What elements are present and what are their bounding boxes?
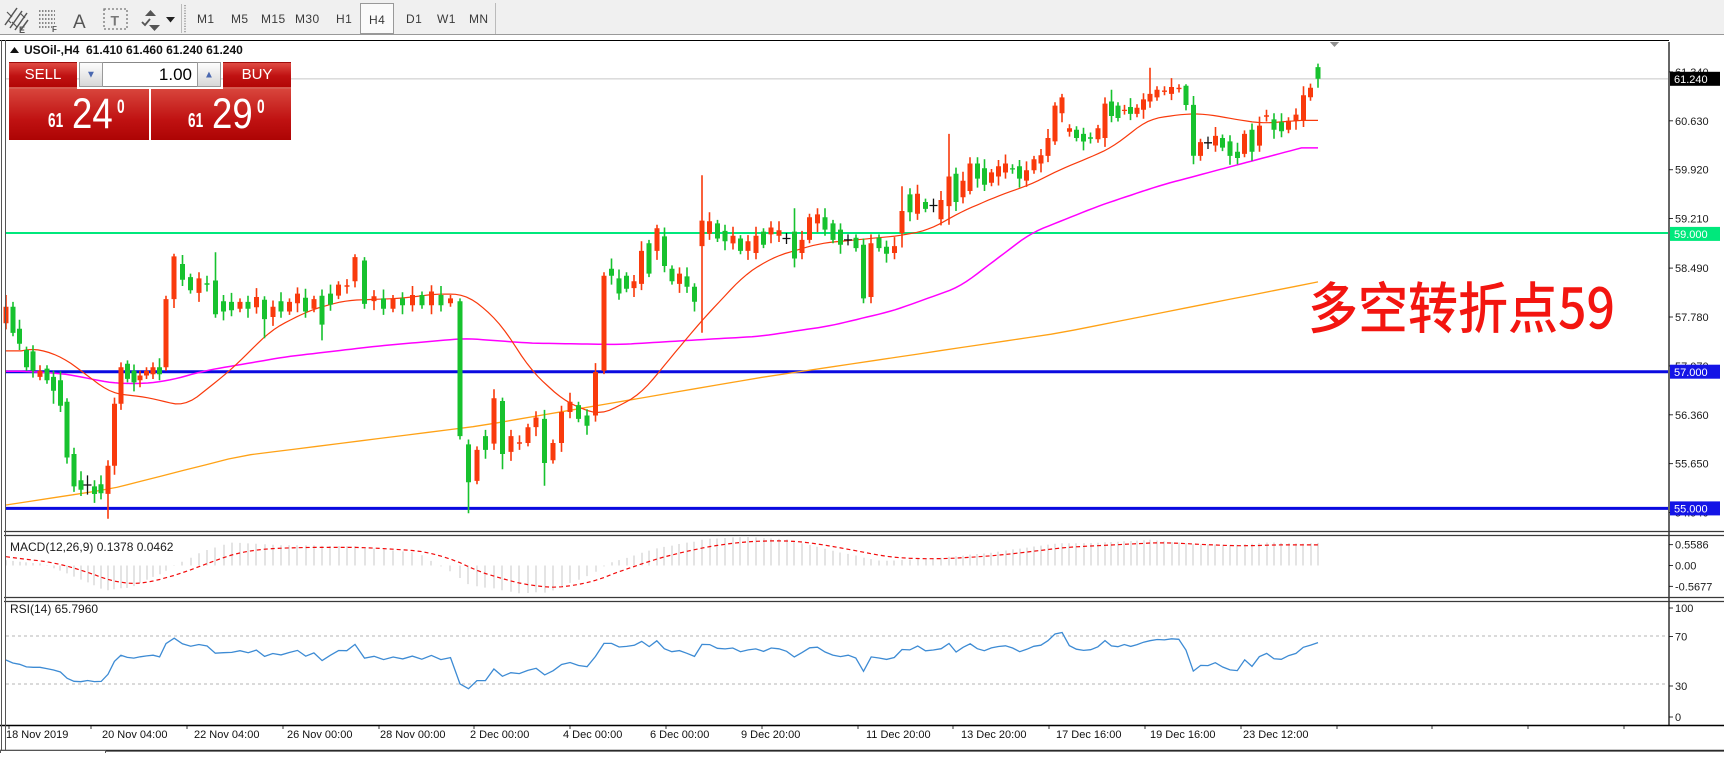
svg-text:A: A <box>73 12 86 33</box>
svg-text:-0.5677: -0.5677 <box>1675 581 1712 593</box>
svg-text:57.000: 57.000 <box>1674 367 1708 379</box>
svg-text:USOil-,H4 61.410 61.460 61.24: USOil-,H4 61.410 61.460 61.240 61.240 <box>24 43 243 57</box>
svg-text:100: 100 <box>1675 603 1693 615</box>
svg-text:MACD(12,26,9) 0.1378 0.0462: MACD(12,26,9) 0.1378 0.0462 <box>10 540 174 554</box>
svg-text:19 Dec 16:00: 19 Dec 16:00 <box>1150 729 1215 741</box>
svg-text:28 Nov 00:00: 28 Nov 00:00 <box>380 729 445 741</box>
svg-text:57.780: 57.780 <box>1675 312 1709 324</box>
svg-text:70: 70 <box>1675 632 1687 644</box>
svg-text:F: F <box>52 25 57 34</box>
svg-text:56.360: 56.360 <box>1675 410 1709 422</box>
svg-text:0.00: 0.00 <box>1675 561 1696 573</box>
svg-text:18 Nov 2019: 18 Nov 2019 <box>6 729 68 741</box>
svg-text:23 Dec 12:00: 23 Dec 12:00 <box>1243 729 1308 741</box>
svg-text:6 Dec 00:00: 6 Dec 00:00 <box>650 729 709 741</box>
svg-text:30: 30 <box>1675 681 1687 693</box>
svg-text:55.000: 55.000 <box>1674 504 1708 516</box>
svg-text:58.490: 58.490 <box>1675 263 1709 275</box>
svg-text:22 Nov 04:00: 22 Nov 04:00 <box>194 729 259 741</box>
svg-text:9 Dec 20:00: 9 Dec 20:00 <box>741 729 800 741</box>
svg-text:59.210: 59.210 <box>1675 214 1709 226</box>
svg-text:RSI(14) 65.7960: RSI(14) 65.7960 <box>10 602 98 616</box>
svg-text:4 Dec 00:00: 4 Dec 00:00 <box>563 729 622 741</box>
svg-text:T: T <box>111 13 120 29</box>
svg-text:59.920: 59.920 <box>1675 165 1709 177</box>
svg-text:2 Dec 00:00: 2 Dec 00:00 <box>470 729 529 741</box>
svg-text:11 Dec 20:00: 11 Dec 20:00 <box>866 729 931 741</box>
svg-text:13 Dec 20:00: 13 Dec 20:00 <box>961 729 1026 741</box>
svg-text:0.5586: 0.5586 <box>1675 540 1709 552</box>
svg-text:61.240: 61.240 <box>1674 74 1708 86</box>
svg-text:59.000: 59.000 <box>1674 229 1708 241</box>
svg-text:0: 0 <box>1675 712 1681 724</box>
svg-text:60.630: 60.630 <box>1675 116 1709 128</box>
svg-text:55.650: 55.650 <box>1675 459 1709 471</box>
svg-text:26 Nov 00:00: 26 Nov 00:00 <box>287 729 352 741</box>
svg-text:E: E <box>19 25 25 35</box>
svg-text:20 Nov 04:00: 20 Nov 04:00 <box>102 729 167 741</box>
svg-text:17 Dec 16:00: 17 Dec 16:00 <box>1056 729 1121 741</box>
